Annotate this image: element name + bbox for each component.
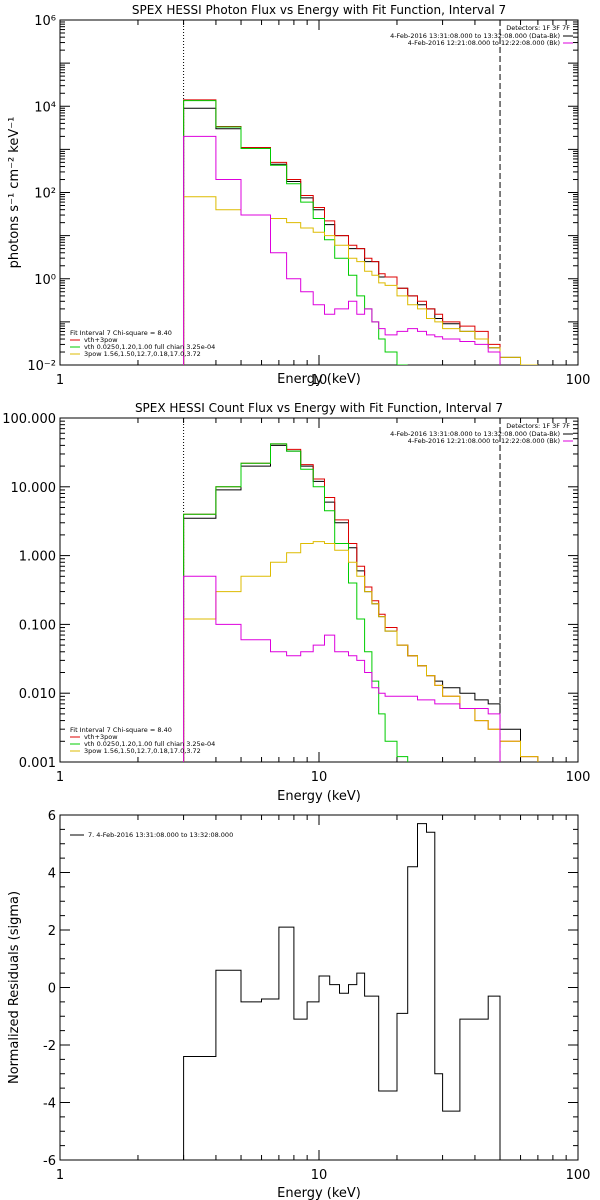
fit-legend-label: vth+3pow — [84, 336, 118, 344]
detectors-label: Detectors: 1F 3F 7F — [506, 24, 570, 32]
y-axis-label: Normalized Residuals (sigma) — [7, 891, 22, 1084]
y-tick-label: 0.010 — [19, 687, 56, 702]
residuals-panel: 1 10 100 Energy (keV) -6 -4 -2 0 2 4 6 Normalized R… — [7, 809, 590, 1200]
series-line-vth-3pow — [183, 99, 501, 365]
x-tick-label: 1 — [56, 373, 64, 388]
series-line-bk — [183, 135, 501, 365]
y-tick-label: 1.000 — [19, 550, 56, 565]
y-tick-label: -2 — [43, 1039, 56, 1054]
time-interval-legend-label: 4-Feb-2016 13:31:08.000 to 13:32:08.000 … — [390, 430, 560, 438]
series-line-3pow — [183, 541, 539, 762]
y-tick-label: 10² — [34, 187, 56, 202]
time-interval-legend-label: 4-Feb-2016 12:21:08.000 to 12:22:08.000 … — [408, 39, 560, 47]
fit-legend-label: vth 0.0250,1.20,1.00 full chian 3.25e-04 — [84, 740, 215, 748]
x-tick-label: 10 — [311, 770, 328, 785]
fit-info-header: Fit Interval 7 Chi-square = 8.40 — [70, 329, 172, 337]
data-layer — [183, 823, 501, 1160]
photon-flux-panel: 1 10 100 Energy (keV) 10⁻² 10⁰ 10² 10⁴ 10⁶ photon… — [7, 3, 590, 388]
y-tick-label: 0.100 — [19, 618, 56, 633]
y-tick-label: 100.000 — [2, 412, 56, 427]
y-tick-label: 6 — [48, 809, 56, 824]
x-tick-label: 10 — [311, 1168, 328, 1183]
y-tick-label: -4 — [43, 1097, 56, 1112]
x-axis-label: Energy (keV) — [277, 1186, 361, 1200]
series-line-bk — [183, 575, 501, 762]
series-line-3pow — [183, 196, 538, 365]
data-layer — [183, 99, 538, 365]
y-tick-label: 4 — [48, 867, 56, 882]
y-tick-label: 10.000 — [11, 481, 57, 496]
chart-title: SPEX HESSI Count Flux vs Energy with Fit… — [135, 401, 503, 415]
residual-legend-label: 7. 4-Feb-2016 13:31:08.000 to 13:32:08.0… — [88, 831, 233, 839]
y-tick-label: 10⁶ — [34, 14, 56, 29]
y-tick-label: 10⁰ — [34, 273, 56, 288]
y-tick-label: 0 — [48, 982, 56, 997]
series-line-vth-3pow — [183, 443, 539, 762]
x-axis-label: Energy (keV) — [277, 372, 361, 387]
detectors-label: Detectors: 1F 3F 7F — [506, 422, 570, 430]
series-line-vth — [183, 100, 408, 365]
count-flux-panel: 1 10 100 Energy (keV) 0.001 0.010 0.100 1.000 10… — [2, 401, 590, 804]
fit-legend-label: 3pow 1.56,1.50,12.7,0.18,17.0,3.72 — [84, 350, 201, 358]
x-tick-label: 10 — [311, 373, 328, 388]
x-tick-label: 1 — [56, 1168, 64, 1183]
fit-legend-label: 3pow 1.56,1.50,12.7,0.18,17.0,3.72 — [84, 747, 201, 755]
x-tick-label: 100 — [566, 770, 591, 785]
x-tick-label: 100 — [566, 1168, 591, 1183]
y-tick-label: -6 — [43, 1154, 56, 1169]
x-axis-label: Energy (keV) — [277, 789, 361, 804]
y-tick-label: 2 — [48, 924, 56, 939]
time-interval-legend-label: 4-Feb-2016 13:31:08.000 to 13:32:08.000 … — [390, 32, 560, 40]
time-interval-legend-label: 4-Feb-2016 12:21:08.000 to 12:22:08.000 … — [408, 437, 560, 445]
y-tick-label: 10⁴ — [34, 100, 56, 115]
y-tick-label: 10⁻² — [27, 359, 56, 374]
series-line-vth — [183, 443, 409, 762]
fit-legend-label: vth+3pow — [84, 733, 118, 741]
y-tick-label: 0.001 — [19, 756, 56, 771]
data-layer — [183, 443, 539, 762]
series-line-data-bk — [183, 444, 521, 762]
x-tick-label: 1 — [56, 770, 64, 785]
fit-legend-label: vth 0.0250,1.20,1.00 full chian 3.25e-04 — [84, 343, 215, 351]
series-line-7-4-feb-2016-13-31-08-000-to-13-32-08-000 — [183, 823, 501, 1160]
chart-title: SPEX HESSI Photon Flux vs Energy with Fi… — [132, 3, 506, 17]
x-tick-label: 100 — [566, 373, 591, 388]
fit-info-header: Fit Interval 7 Chi-square = 8.40 — [70, 726, 172, 734]
y-axis-label: photons s⁻¹ cm⁻² keV⁻¹ — [7, 117, 22, 269]
